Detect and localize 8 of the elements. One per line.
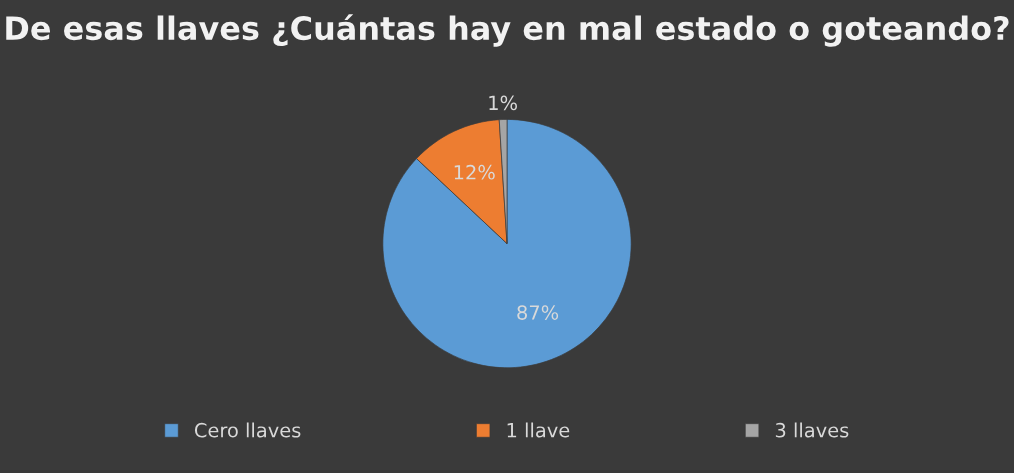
data-label: 1% xyxy=(489,95,517,111)
data-label: 12% xyxy=(454,164,495,180)
legend-label: Cero llaves xyxy=(194,422,301,438)
data-label: 87% xyxy=(517,305,559,320)
legend-label: 1 llave xyxy=(507,422,570,438)
legend-label: 3 llaves xyxy=(775,422,849,438)
chart-title: De esas llaves ¿Cuántas hay en mal estado o goteando? xyxy=(6,14,1009,47)
pie-slice xyxy=(382,119,632,369)
